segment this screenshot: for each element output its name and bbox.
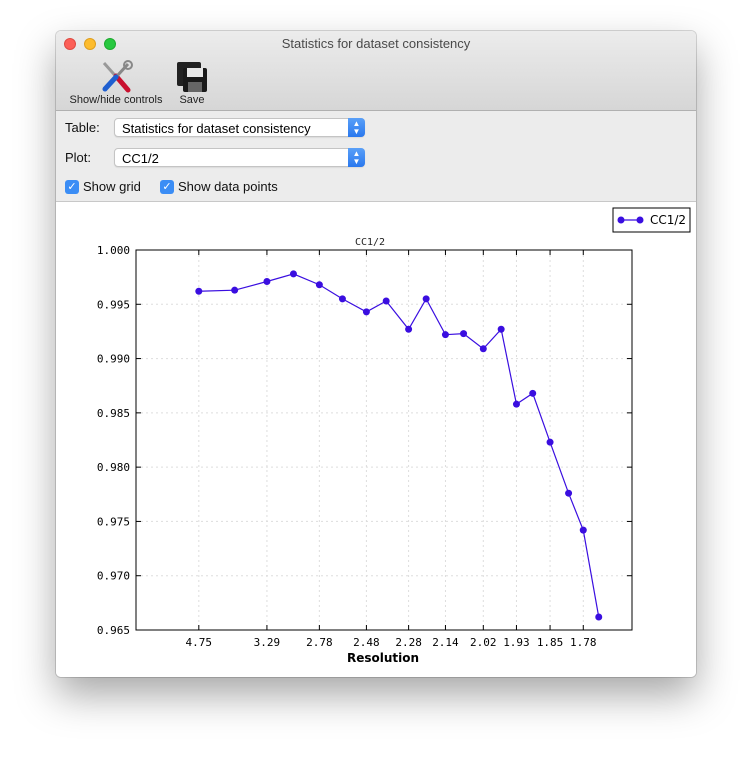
show-data-points-label: Show data points <box>178 179 278 194</box>
show-grid-label: Show grid <box>83 179 141 194</box>
legend-point-marker <box>636 216 644 224</box>
x-tick-label: 2.14 <box>432 636 459 649</box>
data-point <box>512 400 520 408</box>
tools-icon <box>64 58 168 94</box>
title-bar: Statistics for dataset consistency Show/… <box>56 31 696 111</box>
data-point <box>529 389 537 397</box>
legend-point-marker <box>617 216 625 224</box>
window-title: Statistics for dataset consistency <box>281 36 471 51</box>
data-point <box>479 345 487 353</box>
chart: 1.000 0.995 0.990 0.985 0.980 0.975 0.970 0.965… <box>97 207 691 665</box>
y-tick-label: 0.980 <box>97 461 130 474</box>
show-grid-checkbox[interactable]: ✓ Show grid <box>65 179 141 194</box>
minimize-button[interactable] <box>84 38 96 50</box>
data-point <box>405 325 413 333</box>
chart-title: CC1/2 <box>355 237 385 248</box>
data-point <box>231 286 239 294</box>
y-tick-label: 0.985 <box>97 407 130 420</box>
x-tick-label: 2.02 <box>470 636 497 649</box>
data-point <box>546 438 554 446</box>
data-point <box>441 331 449 339</box>
legend: CC1/2 <box>612 207 691 233</box>
y-tick-label: 0.970 <box>97 570 130 583</box>
close-button[interactable] <box>64 38 76 50</box>
show-hide-controls-label: Show/hide controls <box>69 94 163 106</box>
y-tick-label: 0.990 <box>97 353 130 366</box>
data-point <box>460 330 468 338</box>
save-button[interactable]: Save <box>174 58 210 106</box>
show-data-points-checkbox[interactable]: ✓ Show data points <box>160 179 278 194</box>
x-tick-label: 2.28 <box>395 636 422 649</box>
series-line <box>198 273 600 618</box>
y-tick-label: 1.000 <box>97 244 130 257</box>
show-hide-controls-button[interactable]: Show/hide controls <box>64 58 168 106</box>
y-tick-label: 0.995 <box>97 298 130 311</box>
save-icon <box>174 58 210 94</box>
x-tick-label: 3.29 <box>254 636 281 649</box>
updown-chevron-icon: ▲ ▼ <box>348 148 365 167</box>
table-label: Table: <box>65 120 100 135</box>
data-point <box>315 281 323 289</box>
x-tick-label: 4.75 <box>186 636 213 649</box>
plot-area: 1.000 0.995 0.990 0.985 0.980 0.975 0.970 0.965… <box>56 202 696 677</box>
data-point <box>263 277 271 285</box>
y-tick-label: 0.975 <box>97 515 130 528</box>
save-label: Save <box>179 94 205 106</box>
updown-chevron-icon: ▲ ▼ <box>348 118 365 137</box>
x-tick-label: 1.93 <box>503 636 530 649</box>
table-select[interactable]: Statistics for dataset consistency ▲ ▼ <box>114 118 365 137</box>
x-tick-label: 2.48 <box>353 636 380 649</box>
plot-select-value: CC1/2 <box>122 151 159 166</box>
x-tick-label: 1.85 <box>537 636 564 649</box>
data-point <box>338 295 346 303</box>
table-select-value: Statistics for dataset consistency <box>122 121 311 136</box>
controls-panel: Table: Statistics for dataset consistenc… <box>56 111 696 202</box>
plot-label: Plot: <box>65 150 92 165</box>
checkmark-icon: ✓ <box>65 179 79 194</box>
data-point <box>362 308 370 316</box>
data-point <box>195 287 203 295</box>
x-tick-label: 2.78 <box>306 636 333 649</box>
x-axis-label: Resolution <box>347 651 419 665</box>
data-point <box>382 297 390 305</box>
data-point <box>565 489 573 497</box>
x-tick-label: 1.78 <box>570 636 597 649</box>
app-window: Statistics for dataset consistency Show/… <box>56 31 696 677</box>
data-point <box>289 270 297 278</box>
plot-select[interactable]: CC1/2 ▲ ▼ <box>114 148 365 167</box>
data-point <box>595 613 603 621</box>
y-tick-label: 0.965 <box>97 624 130 637</box>
data-point <box>497 325 505 333</box>
legend-label: CC1/2 <box>650 213 686 227</box>
data-point <box>579 526 587 534</box>
checkmark-icon: ✓ <box>160 179 174 194</box>
data-point <box>422 295 430 303</box>
zoom-button[interactable] <box>104 38 116 50</box>
plot-frame <box>135 249 633 631</box>
